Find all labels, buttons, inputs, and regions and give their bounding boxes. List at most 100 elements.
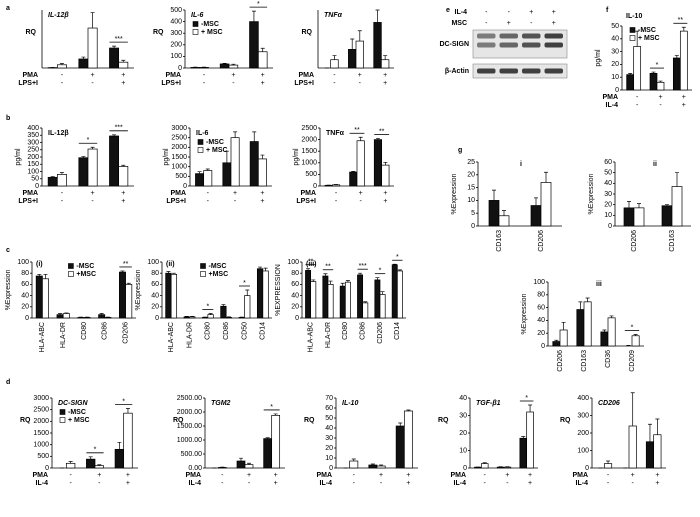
y-tick-label: 300 bbox=[170, 30, 182, 37]
condition-value: + bbox=[126, 480, 130, 487]
y-tick-label: 20 bbox=[467, 172, 475, 179]
chart-title: IL-6 bbox=[196, 130, 209, 137]
bar bbox=[87, 148, 98, 187]
y-tick-label: 80 bbox=[151, 270, 159, 277]
error-bar bbox=[251, 10, 256, 22]
significance: * bbox=[270, 404, 273, 411]
y-tick-label: 2000 bbox=[33, 418, 49, 425]
error-bar bbox=[184, 315, 189, 317]
y-tick-label: 40 bbox=[611, 36, 619, 43]
bar bbox=[540, 182, 552, 227]
condition-value: - bbox=[636, 102, 639, 109]
condition-value: + bbox=[247, 472, 251, 479]
condition-value: + bbox=[406, 472, 410, 479]
y-tick-label: 25 bbox=[467, 159, 475, 166]
x-tick-label: CD206 bbox=[377, 322, 384, 344]
error-bar bbox=[37, 273, 42, 276]
error-bar bbox=[406, 409, 411, 411]
error-bar bbox=[633, 334, 638, 336]
y-tick-label: 40 bbox=[604, 180, 612, 187]
y-tick-label: 0 bbox=[178, 65, 182, 72]
condition-label: IL-4 bbox=[454, 480, 467, 487]
y-tick-label: 60 bbox=[325, 405, 333, 412]
significance: ** bbox=[678, 17, 684, 24]
condition-label: PMA bbox=[450, 472, 466, 479]
legend-swatch bbox=[200, 271, 206, 277]
condition-value: - bbox=[508, 9, 511, 16]
bar bbox=[357, 274, 364, 319]
condition-value: - bbox=[359, 80, 362, 87]
chart-title: TGM2 bbox=[211, 400, 231, 407]
error-bar bbox=[231, 63, 236, 66]
bar bbox=[381, 164, 390, 187]
blot-row-label: DC-SIGN bbox=[439, 41, 469, 48]
error-bar bbox=[357, 30, 362, 42]
bar bbox=[119, 271, 126, 319]
y-tick-label: 20 bbox=[604, 202, 612, 209]
condition-value: + bbox=[529, 9, 533, 16]
condition-label: PMA bbox=[32, 472, 48, 479]
bar bbox=[488, 200, 500, 227]
y-tick-label: 30 bbox=[459, 412, 467, 419]
y-axis-label: pg/ml bbox=[293, 148, 300, 166]
bar bbox=[244, 295, 251, 319]
x-tick-label: CD80 bbox=[81, 322, 88, 340]
y-tick-label: 2500 bbox=[301, 125, 317, 132]
significance: * bbox=[257, 1, 260, 8]
error-bar bbox=[226, 316, 231, 318]
x-tick-label: HLA-ABC bbox=[39, 322, 46, 352]
error-bar bbox=[521, 436, 526, 439]
x-tick-label: CD163 bbox=[581, 350, 588, 372]
legend-label: + MSC bbox=[638, 35, 660, 42]
condition-label: PMA bbox=[22, 190, 38, 197]
bar bbox=[576, 309, 585, 347]
y-tick-label: 40 bbox=[291, 292, 299, 299]
bar bbox=[118, 61, 129, 69]
bar bbox=[249, 141, 259, 187]
y-tick-label: 0 bbox=[541, 343, 545, 350]
panel-letter: c bbox=[6, 247, 10, 254]
bar bbox=[228, 64, 239, 69]
error-bar bbox=[554, 339, 559, 342]
bar bbox=[42, 278, 49, 319]
x-tick-label: CD80 bbox=[342, 322, 349, 340]
error-bar bbox=[578, 301, 583, 310]
condition-label: LPS+I bbox=[18, 80, 38, 87]
condition-value: - bbox=[485, 9, 488, 16]
error-bar bbox=[658, 80, 663, 83]
error-bar bbox=[120, 270, 125, 273]
bar bbox=[201, 317, 209, 319]
bar bbox=[310, 281, 317, 319]
error-bar bbox=[258, 266, 263, 269]
bar bbox=[219, 63, 230, 69]
legend-label: + MSC bbox=[68, 417, 90, 424]
error-bar bbox=[81, 156, 86, 158]
condition-label: LPS+I bbox=[294, 80, 314, 87]
chart-title: IL-10 bbox=[626, 13, 642, 20]
condition-label: LPS+I bbox=[18, 198, 38, 205]
condition-value: + bbox=[261, 80, 265, 87]
error-bar bbox=[379, 464, 384, 466]
condition-value: + bbox=[261, 72, 265, 79]
bar bbox=[217, 467, 227, 469]
y-tick-label: 70 bbox=[325, 395, 333, 402]
bar bbox=[114, 448, 125, 469]
y-tick-label: 50 bbox=[604, 170, 612, 177]
y-tick-label: 1500 bbox=[301, 148, 317, 155]
y-tick-label: 20 bbox=[291, 304, 299, 311]
error-bar bbox=[252, 131, 257, 142]
legend-label: +MSC bbox=[209, 271, 229, 278]
y-tick-label: 20 bbox=[21, 304, 29, 311]
y-tick-label: 10 bbox=[604, 212, 612, 219]
x-tick-label: HLA-DR bbox=[60, 322, 67, 348]
chart-title: IL-12β bbox=[48, 130, 69, 137]
error-bar bbox=[328, 280, 333, 285]
error-bar bbox=[492, 189, 496, 201]
y-tick-label: 100 bbox=[147, 259, 159, 266]
bar bbox=[496, 466, 505, 469]
error-bar bbox=[126, 282, 131, 285]
y-tick-label: 1000 bbox=[33, 442, 49, 449]
x-tick-label: CD206 bbox=[631, 230, 638, 252]
blot-band bbox=[544, 68, 563, 74]
